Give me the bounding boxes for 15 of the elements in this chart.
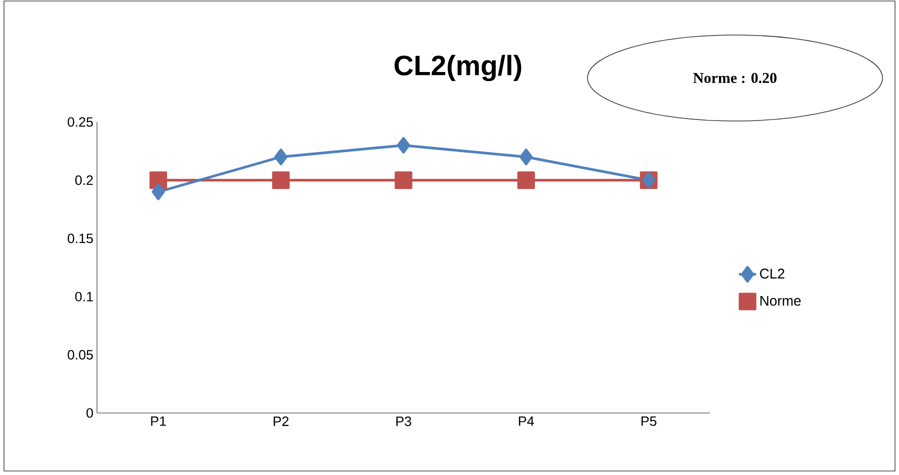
y-tick-label: 0.1: [75, 292, 93, 302]
y-tick-label: 0.05: [68, 350, 93, 360]
x-tick-label: P4: [518, 416, 534, 426]
chart-title: CL2(mg/l): [394, 54, 522, 82]
text: Norme : 0.20: [693, 72, 776, 84]
y-tick-label: 0.15: [68, 234, 93, 244]
y-tick-label: 0: [86, 408, 93, 418]
y-tick-label: 0.25: [68, 117, 93, 127]
legend-label: Norme: [760, 296, 801, 306]
x-tick-label: P1: [151, 416, 166, 426]
x-tick-label: P3: [396, 416, 412, 426]
x-tick-label: P2: [274, 416, 288, 426]
legend-label: CL2: [760, 268, 784, 279]
x-tick-label: P5: [642, 416, 656, 426]
y-tick-label: 0.2: [75, 175, 93, 185]
